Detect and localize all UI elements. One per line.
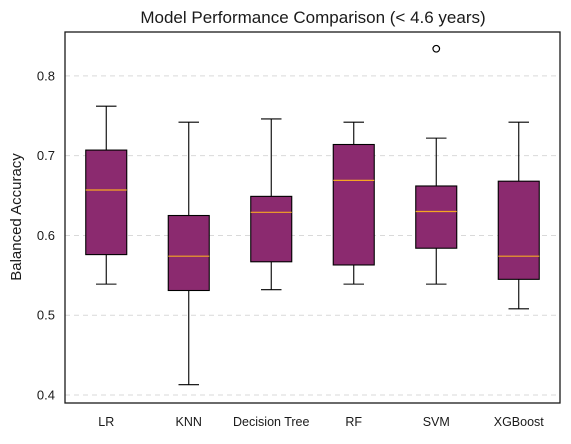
x-tick-label-5: XGBoost — [494, 415, 545, 429]
box-group-5 — [497, 121, 540, 310]
y-axis-label: Balanced Accuracy — [8, 153, 25, 281]
chart-title: Model Performance Comparison (< 4.6 year… — [140, 8, 485, 27]
box-body — [415, 185, 458, 249]
grid-lines — [65, 75, 560, 396]
boxes-layer — [85, 44, 540, 386]
axes-layer: 0.4 0.5 0.6 0.7 0.8 LR KNN Decision Tree RF SVM XG… — [37, 31, 561, 429]
plot-frame — [64, 31, 561, 404]
x-tick-label-1: KNN — [176, 415, 202, 429]
y-tick-label-0.5: 0.5 — [37, 308, 55, 323]
box-body — [250, 195, 293, 263]
box-group-3 — [332, 121, 375, 285]
box-body — [167, 214, 210, 292]
box-group-0 — [85, 105, 128, 285]
x-tick-label-4: SVM — [423, 415, 450, 429]
box-body — [497, 180, 540, 280]
box-group-1 — [167, 121, 210, 386]
y-tick-label-0.4: 0.4 — [37, 388, 55, 403]
x-tick-label-3: RF — [345, 415, 362, 429]
x-tick-label-0: LR — [98, 415, 114, 429]
box-group-2 — [250, 118, 293, 291]
x-tick-label-2: Decision Tree — [233, 415, 309, 429]
y-tick-label-0.6: 0.6 — [37, 228, 55, 243]
outlier-point-0 — [432, 44, 441, 53]
y-tick-label-0.8: 0.8 — [37, 68, 55, 83]
y-tick-label-0.7: 0.7 — [37, 148, 55, 163]
box-body — [85, 149, 128, 256]
box-group-4 — [415, 44, 458, 285]
box-body — [332, 143, 375, 266]
